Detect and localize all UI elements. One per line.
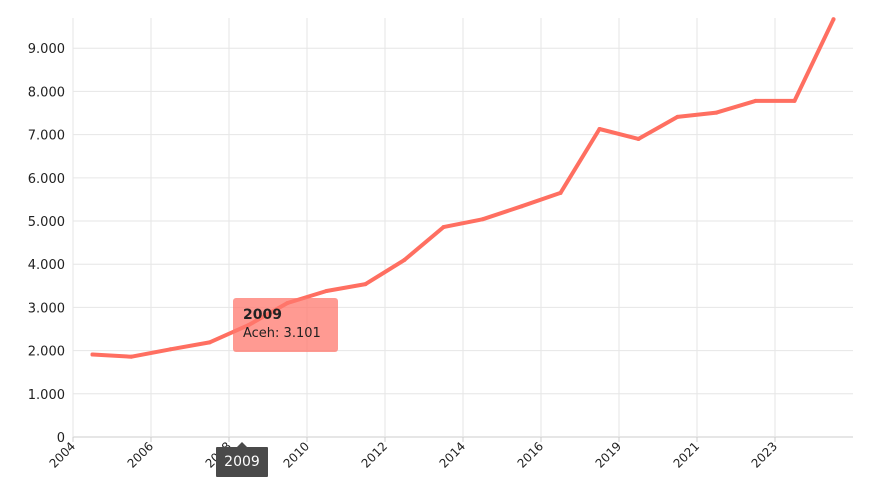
y-tick-label: 9.000 bbox=[28, 42, 65, 57]
data-point bbox=[363, 282, 368, 287]
x-tick-label: 2006 bbox=[125, 439, 156, 470]
data-point bbox=[636, 136, 641, 141]
data-point bbox=[441, 225, 446, 230]
hover-tooltip: 2009 Aceh: 3.101 bbox=[233, 298, 338, 352]
y-tick-label: 6.000 bbox=[28, 172, 65, 187]
y-tick-label: 0 bbox=[57, 431, 65, 446]
y-tick-label: 1.000 bbox=[28, 388, 65, 403]
y-tick-label: 7.000 bbox=[28, 129, 65, 144]
x-tick-label: 2016 bbox=[515, 439, 546, 470]
data-point bbox=[324, 288, 329, 293]
data-point bbox=[402, 257, 407, 262]
data-point bbox=[792, 98, 797, 103]
data-point bbox=[90, 352, 95, 357]
data-point bbox=[480, 217, 485, 222]
x-tick-label: 2012 bbox=[359, 439, 390, 470]
y-tick-label: 2.000 bbox=[28, 345, 65, 360]
data-point bbox=[129, 354, 134, 359]
series-line-aceh bbox=[90, 17, 836, 359]
data-point bbox=[168, 347, 173, 352]
data-point bbox=[558, 190, 563, 195]
y-tick-label: 8.000 bbox=[28, 85, 65, 100]
y-tick-label: 4.000 bbox=[28, 258, 65, 273]
y-tick-label: 3.000 bbox=[28, 301, 65, 316]
x-tick-label: 2019 bbox=[593, 439, 624, 470]
data-point bbox=[675, 114, 680, 119]
data-point bbox=[207, 340, 212, 345]
x-tick-label: 2014 bbox=[437, 439, 468, 470]
data-point bbox=[831, 17, 836, 22]
tooltip-body: Aceh: 3.101 bbox=[243, 326, 321, 341]
x-axis: 2004200620082010201220142016201920212023 bbox=[47, 439, 780, 470]
series-layer bbox=[90, 17, 836, 359]
x-tick-label: 2023 bbox=[749, 439, 780, 470]
crosshair-x-label: 2009 bbox=[216, 442, 268, 477]
data-point bbox=[597, 127, 602, 132]
data-point bbox=[519, 204, 524, 209]
x-tick-label: 2010 bbox=[281, 439, 312, 470]
x-tick-label: 2021 bbox=[671, 439, 702, 470]
grid-lines bbox=[72, 18, 853, 442]
data-point bbox=[753, 98, 758, 103]
x-tick-label: 2004 bbox=[47, 439, 78, 470]
tooltip-title: 2009 bbox=[243, 307, 282, 323]
data-point bbox=[714, 110, 719, 115]
y-axis: 0 1.000 2.000 3.000 4.000 5.000 6.000 7.000 8.00… bbox=[28, 42, 65, 446]
y-tick-label: 5.000 bbox=[28, 215, 65, 230]
